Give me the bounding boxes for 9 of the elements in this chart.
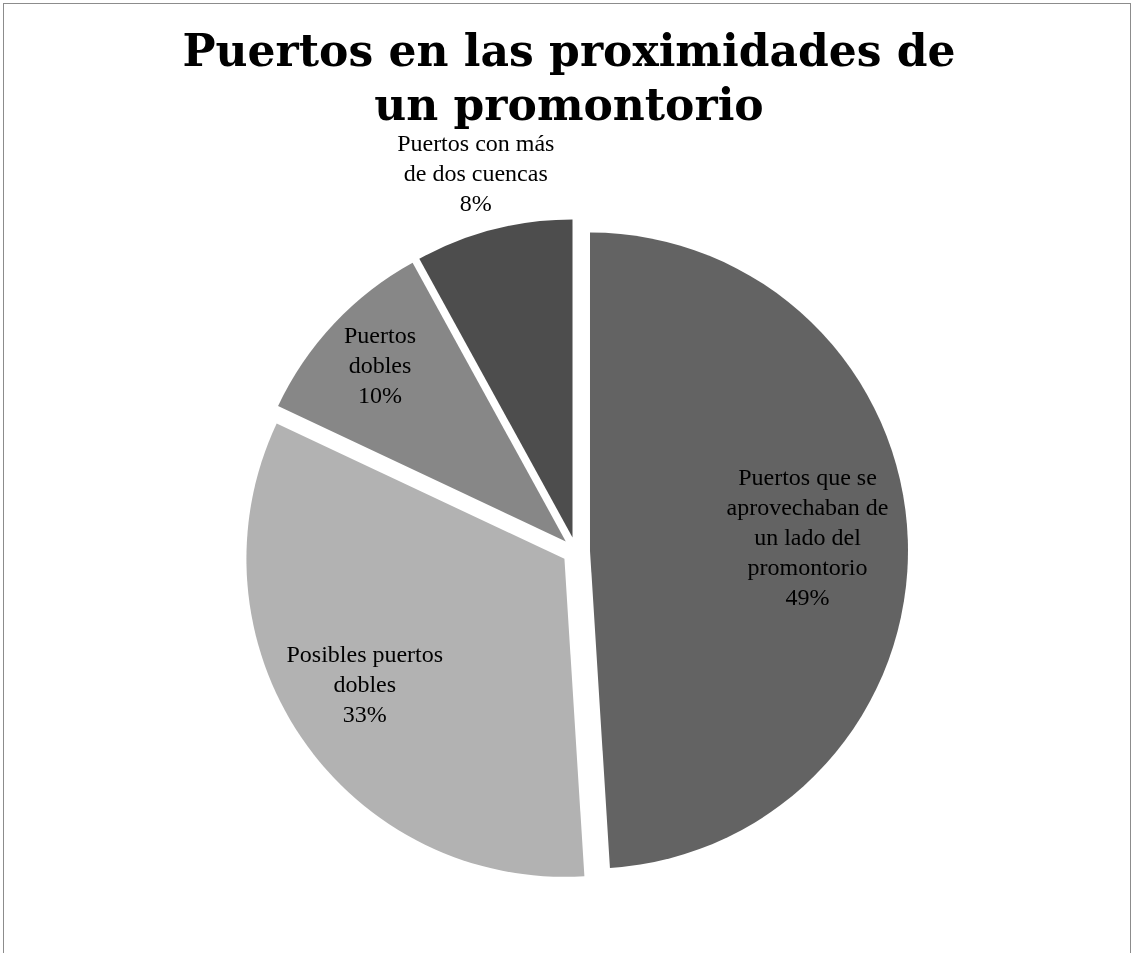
data-label: 8% xyxy=(459,189,492,216)
chart-title: Puertos en las proximidades de un promontorio xyxy=(181,24,957,132)
data-label: 33% xyxy=(342,700,387,727)
slice-label: Puertos dobles xyxy=(343,321,416,378)
slice-label: Puertos con más de dos cuencas xyxy=(397,129,555,186)
data-label: 10% xyxy=(357,381,402,408)
slice-label: Posibles puertos dobles xyxy=(286,640,444,697)
data-label: 49% xyxy=(785,583,830,610)
slice-label: Puertos que se aprovechaban de un lado del promontorio xyxy=(726,463,889,580)
